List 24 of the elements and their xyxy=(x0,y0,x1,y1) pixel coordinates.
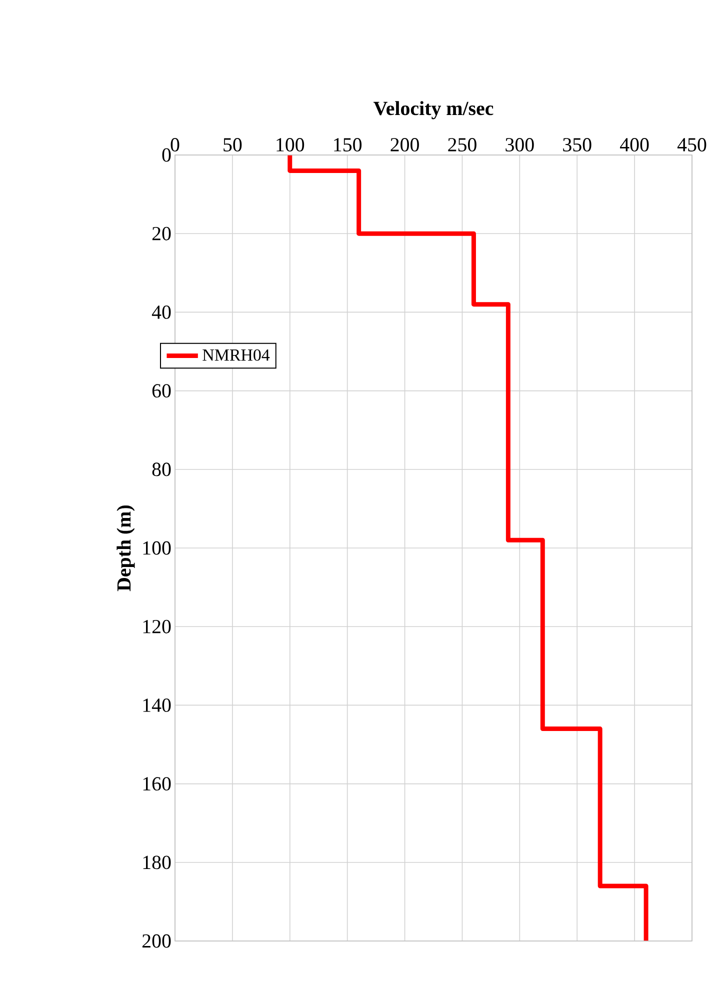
y-tick-label: 100 xyxy=(143,541,171,555)
x-tick-label: 300 xyxy=(506,138,534,152)
y-tick-label: 60 xyxy=(152,384,171,398)
y-tick-label: 120 xyxy=(143,620,171,634)
x-tick-label: 250 xyxy=(448,138,476,152)
y-axis-title: Depth (m) xyxy=(116,505,135,592)
y-tick-label: 160 xyxy=(143,777,171,791)
y-tick-label: 20 xyxy=(152,226,171,240)
x-tick-label: 400 xyxy=(620,138,649,152)
y-tick-label: 40 xyxy=(152,305,171,319)
x-tick-label: 0 xyxy=(170,138,180,152)
x-tick-label: 450 xyxy=(677,138,706,152)
x-tick-label: 200 xyxy=(390,138,419,152)
x-tick-label: 350 xyxy=(563,138,592,152)
y-tick-label: 180 xyxy=(143,856,171,870)
legend-label: NMRH04 xyxy=(202,349,270,361)
y-tick-label: 200 xyxy=(142,934,171,948)
y-tick-label: 80 xyxy=(152,462,171,476)
x-axis-title: Velocity m/sec xyxy=(374,101,494,120)
x-tick-label: 50 xyxy=(224,138,242,152)
x-tick-label: 100 xyxy=(276,138,304,152)
x-tick-label: 150 xyxy=(334,138,362,152)
y-tick-label: 0 xyxy=(162,148,171,162)
y-tick-label: 140 xyxy=(143,698,171,712)
